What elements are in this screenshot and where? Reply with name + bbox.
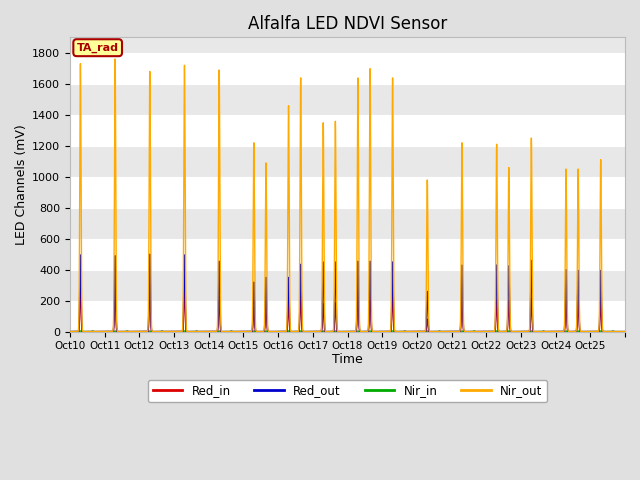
Bar	[70, 84, 625, 115]
Text: TA_rad: TA_rad	[77, 43, 118, 53]
Bar	[70, 208, 625, 239]
Bar	[70, 146, 625, 177]
Legend: Red_in, Red_out, Nir_in, Nir_out: Red_in, Red_out, Nir_in, Nir_out	[148, 380, 547, 402]
Bar	[70, 177, 625, 208]
Bar	[70, 115, 625, 146]
Bar	[70, 53, 625, 84]
X-axis label: Time: Time	[332, 353, 363, 366]
Bar	[70, 239, 625, 270]
Bar	[70, 300, 625, 332]
Title: Alfalfa LED NDVI Sensor: Alfalfa LED NDVI Sensor	[248, 15, 447, 33]
Y-axis label: LED Channels (mV): LED Channels (mV)	[15, 124, 28, 245]
Bar	[70, 270, 625, 300]
